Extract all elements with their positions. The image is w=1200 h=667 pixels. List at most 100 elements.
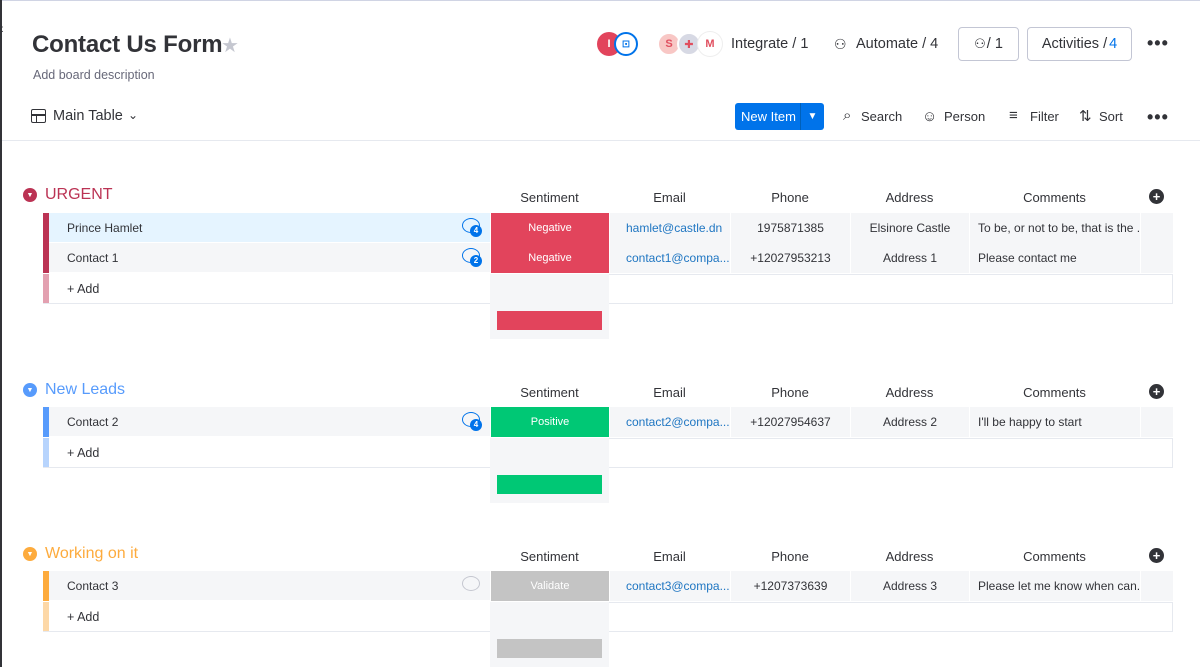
address-cell[interactable]: Address 1 [850, 243, 969, 273]
add-item-button[interactable]: + Add [67, 282, 100, 296]
comments-cell[interactable]: To be, or not to be, that is the ... [969, 213, 1140, 243]
row-name-cell[interactable]: Contact 2 4 [49, 407, 490, 437]
integration-avatar-icon[interactable]: ⊡ [614, 32, 638, 56]
add-item-button[interactable]: + Add [67, 610, 100, 624]
item-name[interactable]: Contact 3 [67, 579, 119, 593]
add-column-icon[interactable]: + [1149, 548, 1164, 563]
add-column-icon[interactable]: + [1149, 189, 1164, 204]
address-cell[interactable]: Address 3 [850, 571, 969, 601]
item-name[interactable]: Contact 2 [67, 415, 119, 429]
updates-count: 4 [470, 419, 482, 431]
sort-button[interactable]: Sort [1099, 109, 1123, 124]
column-header-phone[interactable]: Phone [771, 190, 809, 205]
person-icon[interactable]: ☺ [922, 108, 938, 125]
column-header-email[interactable]: Email [653, 549, 686, 564]
comments-cell[interactable]: Please contact me [969, 243, 1140, 273]
sort-icon[interactable]: ⇅ [1079, 108, 1092, 125]
board-title[interactable]: Contact Us Form [32, 31, 223, 58]
sentiment-empty-cell [490, 438, 609, 468]
comments-cell[interactable]: I'll be happy to start [969, 407, 1140, 437]
filter-icon[interactable]: ≡ [1009, 107, 1018, 124]
column-header-sentiment[interactable]: Sentiment [520, 190, 579, 205]
integration-logo-icon: ✚ [677, 32, 701, 56]
robot-icon: ⚇ [834, 36, 847, 52]
chevron-down-icon[interactable]: ▼ [807, 111, 818, 122]
column-header-comments[interactable]: Comments [1023, 190, 1086, 205]
new-item-button[interactable]: New Item ▼ [735, 103, 824, 130]
column-header-address[interactable]: Address [885, 549, 934, 564]
window-left-border [0, 0, 2, 667]
sentiment-summary[interactable] [490, 467, 609, 503]
email-cell[interactable]: contact2@compa... [609, 407, 730, 437]
row-name-cell[interactable]: Contact 1 2 [49, 243, 490, 273]
group-title[interactable]: Working on it [45, 545, 139, 562]
column-header-address[interactable]: Address [885, 190, 934, 205]
filter-button[interactable]: Filter [1030, 109, 1059, 124]
members-button[interactable]: ⚇ / 1 [958, 27, 1019, 61]
column-header-sentiment[interactable]: Sentiment [520, 549, 579, 564]
integrate-button[interactable]: Integrate / 1 [731, 36, 809, 52]
star-icon[interactable]: ★ [221, 35, 239, 57]
table-row[interactable]: Contact 1 2 Negative contact1@compa... +… [43, 243, 1173, 273]
column-header-comments[interactable]: Comments [1023, 549, 1086, 564]
group-collapse-icon[interactable]: ▼ [23, 188, 37, 202]
column-header-email[interactable]: Email [653, 385, 686, 400]
person-filter-button[interactable]: Person [944, 109, 986, 124]
automate-button[interactable]: Automate / 4 [856, 36, 939, 52]
email-cell[interactable]: hamlet@castle.dn [609, 213, 730, 243]
phone-cell[interactable]: +12027953213 [730, 243, 850, 273]
add-item-row[interactable]: + Add [43, 274, 1173, 304]
column-header-address[interactable]: Address [885, 385, 934, 400]
sentiment-cell[interactable]: Validate [490, 571, 609, 601]
row-name-cell[interactable]: Prince Hamlet 4 [49, 213, 490, 243]
updates-button[interactable] [462, 576, 482, 593]
table-row[interactable]: Contact 3 Validate contact3@compa... +12… [43, 571, 1173, 601]
column-header-phone[interactable]: Phone [771, 385, 809, 400]
collapse-arrow-icon[interactable]: ‹ [0, 20, 11, 36]
add-item-row[interactable]: + Add [43, 438, 1173, 468]
address-cell[interactable]: Address 2 [850, 407, 969, 437]
add-item-button[interactable]: + Add [67, 446, 100, 460]
sentiment-cell[interactable]: Positive [490, 407, 609, 437]
view-selector[interactable]: Main Table [53, 108, 123, 124]
email-cell[interactable]: contact1@compa... [609, 243, 730, 273]
table-row[interactable]: Contact 2 4 Positive contact2@compa... +… [43, 407, 1173, 437]
sentiment-cell[interactable]: Negative [490, 213, 609, 243]
chevron-down-icon[interactable]: ⌄ [128, 108, 139, 122]
add-column-icon[interactable]: + [1149, 384, 1164, 399]
group-collapse-icon[interactable]: ▼ [23, 383, 37, 397]
phone-cell[interactable]: +12027954637 [730, 407, 850, 437]
sentiment-summary[interactable] [490, 631, 609, 667]
activities-button[interactable]: Activities / 4 [1027, 27, 1132, 61]
divider [800, 103, 801, 130]
column-header-phone[interactable]: Phone [771, 549, 809, 564]
updates-button[interactable]: 4 [462, 218, 482, 237]
sentiment-cell[interactable]: Negative [490, 243, 609, 273]
search-button[interactable]: Search [861, 109, 903, 124]
more-options-icon[interactable]: ••• [1147, 33, 1169, 53]
item-name[interactable]: Prince Hamlet [67, 221, 143, 235]
group-collapse-icon[interactable]: ▼ [23, 547, 37, 561]
more-options-icon[interactable]: ••• [1147, 107, 1169, 127]
phone-cell[interactable]: 1975871385 [730, 213, 850, 243]
phone-cell[interactable]: +1207373639 [730, 571, 850, 601]
column-header-sentiment[interactable]: Sentiment [520, 385, 579, 400]
group-title[interactable]: URGENT [45, 186, 113, 203]
table-row[interactable]: Prince Hamlet 4 Negative hamlet@castle.d… [43, 213, 1173, 243]
address-cell[interactable]: Elsinore Castle [850, 213, 969, 243]
email-cell[interactable]: contact3@compa... [609, 571, 730, 601]
board-description[interactable]: Add board description [33, 68, 155, 82]
column-header-comments[interactable]: Comments [1023, 385, 1086, 400]
row-end-cell [1140, 407, 1173, 437]
updates-button[interactable]: 4 [462, 412, 482, 431]
add-item-row[interactable]: + Add [43, 602, 1173, 632]
item-name[interactable]: Contact 1 [67, 251, 119, 265]
column-header-email[interactable]: Email [653, 190, 686, 205]
row-name-cell[interactable]: Contact 3 [49, 571, 490, 601]
updates-button[interactable]: 2 [462, 248, 482, 267]
sentiment-summary-bar [497, 475, 602, 494]
search-icon[interactable]: ⌕ [843, 107, 852, 124]
group-title[interactable]: New Leads [45, 381, 126, 398]
comments-cell[interactable]: Please let me know when can... [969, 571, 1140, 601]
sentiment-summary[interactable] [490, 303, 609, 339]
